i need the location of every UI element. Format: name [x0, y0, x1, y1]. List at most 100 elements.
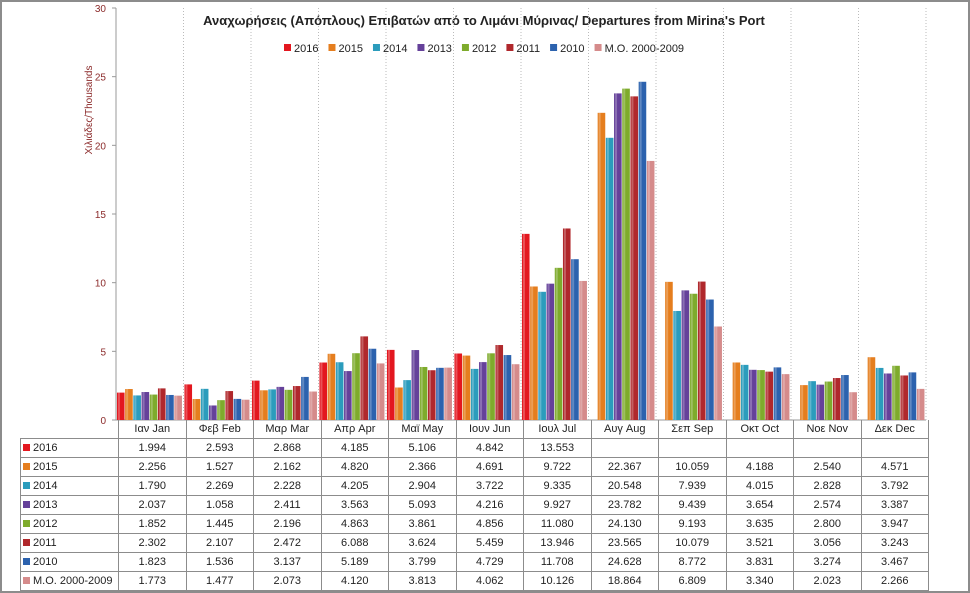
data-label: 1.790: [118, 476, 187, 496]
bar-2011-7: [630, 96, 639, 421]
bar-highlight: [242, 399, 245, 420]
bar-2014-11: [875, 367, 884, 420]
data-label: 2.228: [253, 476, 322, 496]
bar-highlight: [615, 93, 618, 421]
bar-2014-6: [538, 291, 546, 420]
bar-highlight: [833, 378, 836, 420]
data-label: 3.635: [725, 514, 794, 534]
bar-highlight: [639, 81, 642, 421]
bar-2012-9: [757, 370, 765, 420]
bar-2012-11: [892, 365, 900, 420]
bar-2014-10: [808, 381, 816, 420]
bar-highlight: [455, 353, 458, 420]
y-tick-label: 30: [95, 4, 107, 15]
data-label: 1.536: [185, 552, 254, 572]
data-label: 4.185: [320, 438, 389, 458]
table-row: 2013 2.037 1.058 2.411 3.563 5.093 4.216 9.927 2…: [20, 495, 929, 515]
row-label: 2016: [33, 442, 58, 454]
x-tick-label: Ιουλ Jul: [523, 420, 592, 439]
bar-2011-0: [157, 388, 166, 420]
bar-highlight: [809, 381, 812, 420]
table-row: Μ.Ο. 2000-2009 1.773 1.477 2.073 4.120 3.813 4…: [20, 571, 929, 591]
data-label: 2.574: [793, 495, 862, 515]
data-label: 3.624: [388, 533, 457, 553]
data-label: 2.269: [185, 476, 254, 496]
bar-2016-6: [521, 233, 530, 420]
data-label: 5.106: [388, 438, 457, 458]
y-tick-label: 0: [100, 416, 106, 427]
y-tick-label: 5: [100, 347, 106, 358]
data-label: 5.093: [388, 495, 457, 515]
bar-2010-9: [773, 367, 782, 420]
data-label: 2.800: [793, 514, 862, 534]
bar-highlight: [420, 366, 423, 420]
bar-Μ.Ο. 2000-2009-11: [916, 388, 925, 420]
bar-2012-5: [487, 353, 495, 420]
data-label: 20.548: [590, 476, 659, 496]
bar-2012-1: [217, 400, 225, 420]
data-label: 2.162: [253, 457, 322, 477]
legend-swatch: [23, 577, 30, 584]
legend-swatch: [23, 463, 30, 470]
data-label: 3.340: [725, 571, 794, 591]
bar-2015-4: [395, 387, 403, 420]
bar-highlight: [766, 371, 769, 420]
row-legend: 2016: [20, 438, 119, 458]
bar-2013-5: [479, 362, 487, 420]
bar-2011-3: [360, 336, 369, 420]
bar-highlight: [868, 357, 871, 420]
bar-highlight: [126, 389, 129, 420]
row-label: Μ.Ο. 2000-2009: [33, 575, 113, 587]
legend-label: 2010: [560, 43, 584, 55]
legend-swatch: [550, 44, 558, 51]
bar-highlight: [361, 336, 364, 420]
bar-highlight: [277, 386, 280, 420]
bar-2011-5: [495, 345, 504, 420]
data-label: 9.927: [523, 495, 592, 515]
bar-Μ.Ο. 2000-2009-7: [646, 160, 655, 421]
data-label: 4.856: [455, 514, 524, 534]
row-legend: 2010: [20, 552, 119, 572]
table-row: 2010 1.823 1.536 3.137 5.189 3.799 4.729 11.708…: [20, 552, 929, 572]
bar-2013-0: [141, 392, 150, 420]
bar-highlight: [539, 291, 542, 420]
data-label: 10.079: [658, 533, 727, 553]
bar-2013-11: [884, 373, 892, 420]
bar-2011-9: [765, 371, 774, 420]
bar-highlight: [336, 362, 339, 420]
data-label: 4.863: [320, 514, 389, 534]
data-label: 3.274: [793, 552, 862, 572]
bar-highlight: [893, 365, 896, 420]
bar-highlight: [302, 376, 305, 420]
bar-highlight: [572, 259, 575, 420]
bar-highlight: [563, 228, 566, 420]
data-label: 3.521: [725, 533, 794, 553]
y-axis-label: Χιλιάδες/Thousands: [83, 66, 95, 155]
bar-2014-7: [605, 137, 614, 420]
bar-2015-8: [665, 281, 673, 420]
bar-highlight: [901, 375, 904, 420]
bar-2011-4: [427, 370, 436, 420]
bar-2012-0: [149, 394, 158, 420]
x-tick-label: Ιουν Jun: [455, 420, 524, 439]
bar-highlight: [387, 349, 390, 420]
data-label: 1.058: [185, 495, 254, 515]
data-label: 18.864: [590, 571, 659, 591]
bar-2014-1: [200, 388, 209, 420]
bar-highlight: [201, 388, 204, 420]
data-label: [793, 438, 862, 458]
bar-Μ.Ο. 2000-2009-2: [309, 391, 317, 420]
bar-highlight: [328, 353, 331, 420]
data-label: 2.256: [118, 457, 187, 477]
data-label: 1.823: [118, 552, 187, 572]
bar-highlight: [817, 384, 820, 420]
table-row: 2012 1.852 1.445 2.196 4.863 3.861 4.856 11.080…: [20, 514, 929, 534]
data-label: 8.772: [658, 552, 727, 572]
bar-2011-10: [832, 378, 841, 420]
bar-Μ.Ο. 2000-2009-5: [511, 364, 520, 420]
bar-highlight: [522, 233, 525, 420]
bar-highlight: [801, 385, 804, 420]
data-label: 2.366: [388, 457, 457, 477]
legend-swatch: [417, 44, 425, 51]
data-label: 2.266: [860, 571, 929, 591]
